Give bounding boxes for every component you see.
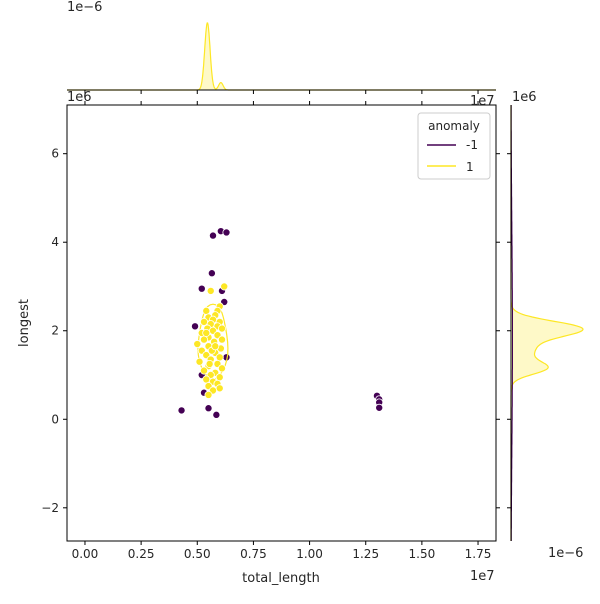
x-tick-label: 1.50 [409, 547, 436, 561]
normal-point [215, 353, 224, 362]
y-tick-label: 0 [51, 412, 59, 426]
y-tick-label: 2 [51, 324, 59, 338]
legend-box [417, 112, 491, 180]
normal-point [195, 357, 204, 366]
normal-point [202, 375, 211, 384]
normal-point [215, 373, 224, 382]
normal-point [202, 328, 211, 337]
anomaly-1-points [193, 282, 229, 399]
normal-point [200, 317, 209, 326]
normal-point [193, 340, 202, 349]
normal-point [211, 342, 220, 351]
top-x-exponent: 1e7 [470, 94, 495, 109]
legend-label-1: 1 [466, 160, 474, 174]
normal-point [217, 335, 226, 344]
normal-point [205, 359, 214, 368]
top-marginal-exponent: 1e−6 [67, 0, 102, 15]
anomaly-point [212, 410, 221, 419]
right-kde-fill [511, 105, 583, 541]
top-kde-line [67, 22, 496, 91]
x-tick-label: 0.25 [128, 547, 155, 561]
right-marginal-panel: 1e6 1e−6 [507, 90, 584, 561]
y-axis-label: longest [17, 299, 32, 347]
normal-point [220, 282, 229, 291]
anomaly-point [197, 284, 206, 293]
anomaly-point [177, 406, 186, 415]
normal-point [215, 384, 224, 393]
anomaly-point [207, 269, 216, 278]
normal-point [206, 286, 215, 295]
anomaly-point [204, 404, 213, 413]
x-axis-exponent: 1e7 [470, 569, 495, 584]
x-tick-label: 1.25 [352, 547, 379, 561]
anomaly-point [375, 403, 384, 412]
x-axis-ticks: 0.00 0.25 0.50 0.75 1.00 1.25 1.50 1.75 [72, 101, 492, 561]
x-tick-label: 0.75 [240, 547, 267, 561]
normal-point [200, 366, 209, 375]
right-marginal-axis-exponent: 1e6 [512, 90, 537, 105]
x-tick-label: 0.50 [184, 547, 211, 561]
x-tick-label: 0.00 [72, 547, 99, 561]
y-tick-label: −2 [41, 501, 59, 515]
x-tick-label: 1.00 [296, 547, 323, 561]
normal-point [202, 306, 211, 315]
normal-point [217, 364, 226, 373]
legend-title: anomaly [428, 119, 480, 133]
y-tick-label: 4 [51, 235, 59, 249]
normal-point [204, 390, 213, 399]
y-tick-label: 6 [51, 147, 59, 161]
anomaly-point [222, 228, 231, 237]
x-tick-label: 1.75 [465, 547, 492, 561]
legend: anomaly -1 1 [417, 112, 491, 180]
legend-label-neg1: -1 [466, 138, 478, 152]
anomaly-point [208, 231, 217, 240]
top-marginal-ticks [84, 90, 479, 94]
main-axes: 0.00 0.25 0.50 0.75 1.00 1.25 1.50 1.75 −20246 … [17, 90, 500, 586]
anomaly-point [191, 322, 200, 331]
top-kde-fill [67, 23, 496, 90]
normal-point [217, 324, 226, 333]
y-axis-exponent: 1e6 [67, 90, 92, 105]
right-marginal-exponent: 1e−6 [548, 546, 583, 561]
right-marginal-ticks [507, 153, 511, 509]
top-marginal-panel: 1e−6 [67, 0, 496, 94]
x-axis-label: total_length [242, 571, 320, 586]
main-axes-frame [66, 104, 497, 542]
normal-point [200, 335, 209, 344]
y-axis-ticks: −2 0 2 4 6 [41, 147, 500, 515]
